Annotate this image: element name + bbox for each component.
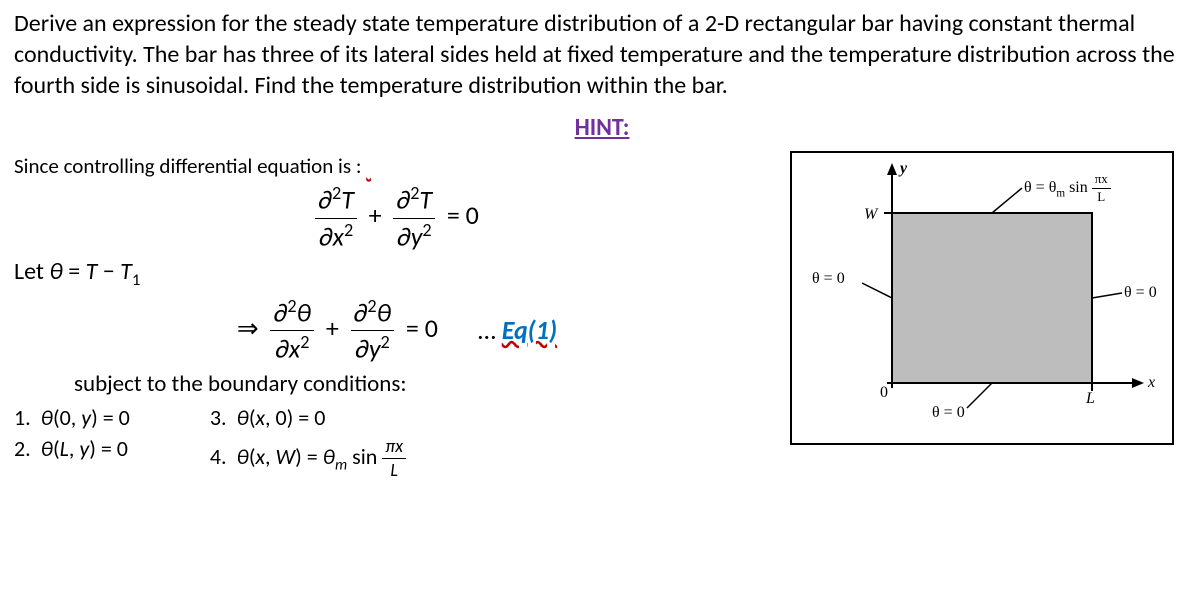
geometry-diagram: y x W L 0 θ = 0 θ = 0 θ = 0 θ = θm sin π… [790,151,1174,445]
laplace-T: ∂2T∂x2 + ∂2T∂y2 = 0 [14,182,780,254]
intro-line: Since controlling differential equation … [14,153,780,180]
intro-text: Since controlling differential equation … [14,153,361,179]
theta0-right: θ = 0 [1124,283,1157,304]
boundary-conditions: 1. θ(0, y) = 0 2. θ(L, y) = 0 3. θ(x, 0)… [14,402,780,484]
theta0-bottom: θ = 0 [932,403,965,424]
y-axis-label: y [900,159,907,180]
let-line: Let θ = T − T1 [14,256,780,291]
eq1-label: … Eq(1) [478,314,557,348]
origin-label: 0 [880,383,888,404]
problem-statement: Derive an expression for the steady stat… [14,8,1190,102]
L-label: L [1086,389,1095,410]
laplace-theta-row: ⇒ ∂2θ∂x2 + ∂2θ∂y2 = 0 … Eq(1) [14,295,780,367]
derivation-area: Since controlling differential equation … [14,151,780,485]
theta-top: θ = θm sin πxL [1024,171,1111,206]
hint-heading: HINT: [14,112,1190,143]
x-axis-label: x [1148,373,1155,394]
bc-1: 1. θ(0, y) = 0 [14,404,130,433]
subject-line: subject to the boundary conditions: [14,370,780,400]
bc-4: 4. θ(x, W) = θm sin πxL [210,435,406,483]
bc-3: 3. θ(x, 0) = 0 [210,404,406,433]
bc-2: 2. θ(L, y) = 0 [14,435,130,464]
theta0-left: θ = 0 [812,269,845,290]
W-label: W [864,205,877,226]
